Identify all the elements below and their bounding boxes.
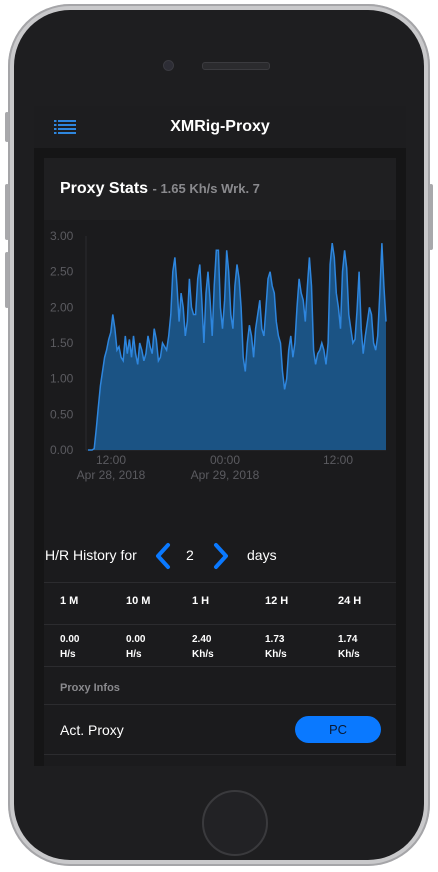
x-tick-date: Apr 29, 2018 (191, 468, 260, 482)
side-button (5, 252, 9, 308)
stat-value-1m: 0.00 H/s (60, 632, 79, 662)
y-tick-label: 3.00 (50, 229, 74, 243)
stat-unit: Kh/s (192, 649, 214, 660)
stat-unit: Kh/s (338, 649, 360, 660)
divider (44, 624, 396, 625)
side-button (5, 112, 9, 142)
divider (44, 754, 396, 755)
divider (44, 704, 396, 705)
stat-number: 1.73 (265, 634, 285, 645)
stat-unit: H/s (60, 649, 76, 660)
stat-period-1h: 1 H (192, 595, 210, 607)
speaker-grille (202, 62, 270, 70)
y-tick-label: 2.00 (50, 300, 74, 314)
stat-period-1m: 1 M (60, 595, 79, 607)
act-proxy-label: Act. Proxy (60, 722, 124, 738)
app-bar: XMRig-Proxy (34, 106, 406, 148)
card-header: Proxy Stats - 1.65 Kh/s Wrk. 7 (44, 158, 396, 220)
y-tick-label: 2.50 (50, 265, 74, 279)
stat-number: 2.40 (192, 634, 212, 645)
stat-period-24h: 24 H (338, 595, 362, 607)
home-button[interactable] (202, 790, 268, 856)
stat-number: 1.74 (338, 634, 358, 645)
history-label: H/R History for (45, 547, 137, 563)
history-days-value[interactable]: 2 (186, 547, 194, 563)
side-button (5, 184, 9, 240)
stat-number: 0.00 (126, 634, 146, 645)
hashrate-line (88, 242, 387, 451)
app-screen: XMRig-Proxy Proxy Stats - 1.65 Kh/s Wrk.… (34, 106, 406, 766)
card-title-text: Proxy Stats (60, 180, 149, 197)
y-tick-label: 1.50 (50, 336, 74, 350)
stat-unit: H/s (126, 649, 142, 660)
stat-period-10m: 10 M (126, 595, 151, 607)
card-title: Proxy Stats - 1.65 Kh/s Wrk. 7 (60, 180, 260, 198)
pc-button[interactable]: PC (295, 716, 381, 743)
y-tick-label: 0.00 (50, 443, 74, 457)
stat-value-12h: 1.73 Kh/s (265, 632, 287, 662)
x-tick-time: 00:00 (210, 453, 240, 467)
stat-number: 0.00 (60, 634, 80, 645)
menu-list-icon[interactable] (54, 120, 76, 134)
app-title: XMRig-Proxy (170, 118, 270, 135)
y-tick-label: 0.50 (50, 407, 74, 421)
x-tick-date: Apr 28, 2018 (77, 468, 146, 482)
chevron-left-icon[interactable] (152, 542, 176, 570)
x-tick-time: 12:00 (96, 453, 126, 467)
divider (44, 666, 396, 667)
divider (44, 582, 396, 583)
stat-value-10m: 0.00 H/s (126, 632, 145, 662)
history-control: H/R History for 2 days (44, 538, 396, 574)
card-subtitle: - 1.65 Kh/s Wrk. 7 (152, 181, 260, 196)
camera-icon (163, 60, 174, 71)
history-unit: days (247, 547, 277, 563)
stat-value-24h: 1.74 Kh/s (338, 632, 360, 662)
stat-value-1h: 2.40 Kh/s (192, 632, 214, 662)
proxy-stats-card: Proxy Stats - 1.65 Kh/s Wrk. 7 0.00 0.50 1… (44, 158, 396, 766)
x-tick-time: 12:00 (323, 453, 353, 467)
stat-period-12h: 12 H (265, 595, 289, 607)
chevron-right-icon[interactable] (208, 542, 232, 570)
side-button (429, 184, 433, 250)
stat-unit: Kh/s (265, 649, 287, 660)
y-tick-label: 1.00 (50, 372, 74, 386)
proxy-infos-title: Proxy Infos (60, 682, 120, 694)
